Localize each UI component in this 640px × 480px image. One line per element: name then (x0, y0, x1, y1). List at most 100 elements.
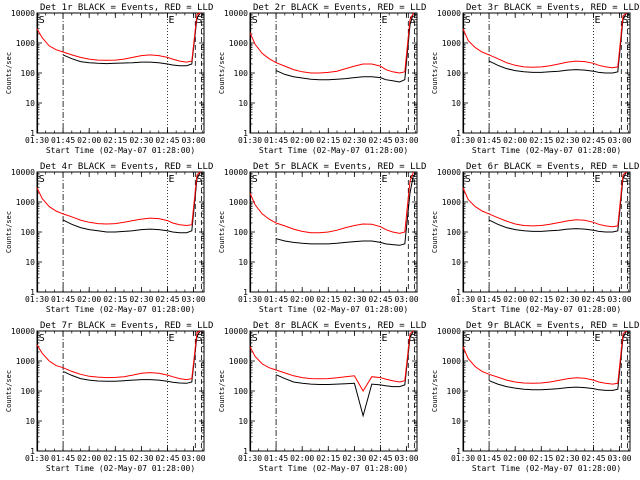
x-tick-label: 02:45 (155, 136, 179, 145)
detector-panel-4: Det 4r BLACK = Events, RED = LLD 1 10 100 10… (5, 162, 213, 314)
y-tick-label: 1 (30, 447, 35, 456)
time-marker-label: S (622, 174, 628, 185)
events-series-line (275, 330, 414, 418)
time-marker-label: E (594, 15, 600, 26)
x-tick-label: 01:45 (477, 454, 501, 463)
lld-series-line (249, 12, 414, 74)
x-tick-label: 03:00 (395, 295, 419, 304)
x-tick-label: 01:45 (477, 136, 501, 145)
time-marker-label: S (252, 174, 258, 185)
panel-title: Det 5r BLACK = Events, RED = LLD (253, 162, 426, 172)
x-tick-label: 03:00 (395, 136, 419, 145)
x-tick-label: 02:00 (503, 454, 527, 463)
y-axis-label: Counts/sec (431, 370, 439, 412)
y-tick-label: 100 (447, 69, 462, 78)
y-tick-label: 1 (456, 288, 461, 297)
time-marker-label: E (594, 174, 600, 185)
plot-frame (462, 330, 631, 452)
time-marker-label: E (381, 333, 387, 344)
x-tick-label: 01:30 (451, 136, 475, 145)
x-tick-label: 02:45 (368, 136, 392, 145)
y-tick-label: 100 (234, 69, 249, 78)
x-tick-label: 02:00 (290, 454, 314, 463)
y-tick-label: 1000 (442, 357, 461, 366)
panel-title: Det 6r BLACK = Events, RED = LLD (466, 162, 639, 172)
lld-series-line (462, 12, 627, 69)
x-tick-label: 02:45 (581, 295, 605, 304)
y-tick-label: 100 (21, 387, 36, 396)
panel-title: Det 9r BLACK = Events, RED = LLD (466, 321, 639, 331)
x-tick-label: 03:00 (608, 295, 632, 304)
y-tick-label: 10000 (437, 327, 461, 336)
lld-series-line (249, 171, 414, 234)
time-marker-label: E (381, 15, 387, 26)
x-tick-label: 02:00 (503, 295, 527, 304)
time-marker-label: S (622, 333, 628, 344)
y-tick-label: 100 (234, 387, 249, 396)
x-tick-label: 03:00 (608, 454, 632, 463)
plot-frame (249, 12, 418, 134)
x-axis-label: Start Time (02-May-07 01:28:00) (472, 305, 621, 314)
time-marker-label: S (622, 15, 628, 26)
x-tick-label: 02:30 (342, 295, 366, 304)
x-tick-label: 02:00 (290, 136, 314, 145)
y-tick-label: 1000 (16, 198, 35, 207)
lld-series-line (462, 171, 627, 228)
x-tick-label: 02:00 (77, 454, 101, 463)
time-marker-label: E (594, 333, 600, 344)
y-tick-label: 1 (243, 447, 248, 456)
y-tick-label: 10 (451, 417, 461, 426)
events-series-line (62, 330, 201, 384)
x-tick-label: 02:15 (316, 136, 340, 145)
time-marker-label: S (252, 333, 258, 344)
x-tick-label: 03:00 (182, 454, 206, 463)
y-tick-label: 1 (456, 129, 461, 138)
x-tick-label: 02:00 (77, 295, 101, 304)
time-marker-label: S (196, 333, 202, 344)
y-tick-label: 10000 (224, 168, 248, 177)
x-tick-label: 02:15 (316, 454, 340, 463)
y-tick-label: 10000 (11, 9, 35, 18)
y-tick-label: 100 (21, 69, 36, 78)
y-tick-label: 1 (243, 288, 248, 297)
y-tick-label: 1 (456, 447, 461, 456)
x-tick-label: 02:30 (342, 454, 366, 463)
lld-series-line (36, 12, 201, 63)
time-marker-label: S (465, 174, 471, 185)
events-series-line (488, 171, 627, 233)
x-tick-label: 02:45 (368, 454, 392, 463)
detector-panel-5: Det 5r BLACK = Events, RED = LLD 1 10 100 10… (218, 162, 426, 314)
plot-frame (36, 12, 205, 134)
y-tick-label: 10 (238, 99, 248, 108)
y-tick-label: 10000 (437, 168, 461, 177)
y-axis-label: Counts/sec (5, 370, 13, 412)
x-tick-label: 02:00 (77, 136, 101, 145)
events-series-line (62, 12, 201, 67)
y-axis-label: Counts/sec (218, 211, 226, 253)
x-tick-label: 02:45 (581, 136, 605, 145)
x-tick-label: 02:15 (529, 454, 553, 463)
x-axis-label: Start Time (02-May-07 01:28:00) (259, 305, 408, 314)
y-axis-label: Counts/sec (5, 52, 13, 94)
x-tick-label: 01:30 (238, 136, 262, 145)
y-tick-label: 1000 (442, 198, 461, 207)
x-tick-label: 01:30 (451, 295, 475, 304)
detector-panel-3: Det 3r BLACK = Events, RED = LLD 1 10 100 10… (431, 3, 639, 155)
time-marker-label: S (465, 333, 471, 344)
y-tick-label: 1000 (16, 357, 35, 366)
y-tick-label: 10 (25, 99, 35, 108)
time-marker-label: S (252, 15, 258, 26)
x-tick-label: 02:15 (103, 295, 127, 304)
x-tick-label: 03:00 (395, 454, 419, 463)
y-axis-label: Counts/sec (431, 52, 439, 94)
x-tick-label: 01:30 (25, 295, 49, 304)
lld-series-line (36, 171, 201, 227)
panel-title: Det 4r BLACK = Events, RED = LLD (40, 162, 213, 172)
time-marker-label: S (39, 333, 45, 344)
x-tick-label: 02:15 (103, 454, 127, 463)
x-tick-label: 01:45 (51, 454, 75, 463)
y-axis-label: Counts/sec (218, 52, 226, 94)
y-tick-label: 100 (234, 228, 249, 237)
x-axis-label: Start Time (02-May-07 01:28:00) (472, 464, 621, 473)
